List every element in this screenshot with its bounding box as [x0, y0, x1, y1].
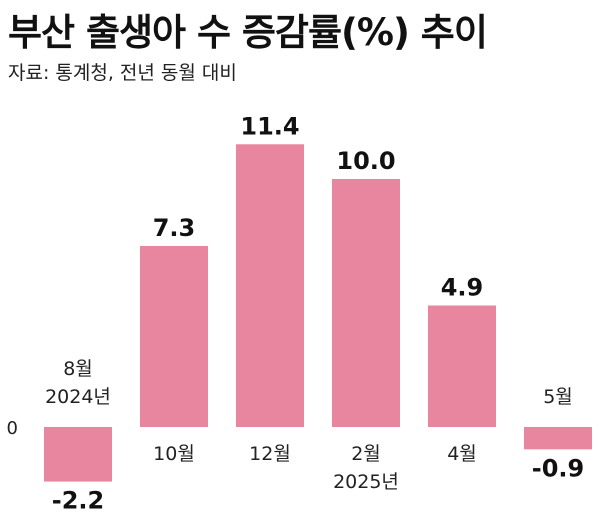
category-label: 5월	[543, 386, 573, 408]
data-label: 10.0	[336, 147, 395, 175]
data-label: 4.9	[441, 273, 484, 301]
bar	[140, 245, 208, 427]
chart-title: 부산 출생아 수 증감률(%) 추이	[8, 11, 488, 54]
bar	[524, 427, 592, 450]
y-tick-label: 0	[7, 418, 18, 439]
bar	[332, 179, 400, 427]
bar	[44, 427, 112, 482]
data-label: 7.3	[153, 214, 196, 242]
category-label: 2월	[351, 443, 381, 465]
bar	[428, 305, 496, 427]
category-label: 4월	[447, 443, 477, 465]
data-label: 11.4	[240, 112, 299, 140]
label-layer: -2.2 8월 2024년 7.3 10월 11.4 12월 10.0 2월 2025년 4.9 4월…	[45, 112, 584, 514]
bar-layer	[44, 144, 592, 482]
category-label: 2025년	[333, 471, 399, 493]
data-label: -2.2	[52, 487, 104, 515]
category-label: 12월	[249, 443, 291, 465]
category-label: 8월	[63, 358, 93, 380]
category-label: 2024년	[45, 386, 111, 408]
category-label: 10월	[153, 443, 195, 465]
chart-source: 자료: 통계청, 전년 동월 대비	[8, 62, 237, 84]
bar	[236, 144, 304, 427]
data-label: -0.9	[532, 454, 584, 482]
axis-layer: 0	[7, 418, 18, 439]
